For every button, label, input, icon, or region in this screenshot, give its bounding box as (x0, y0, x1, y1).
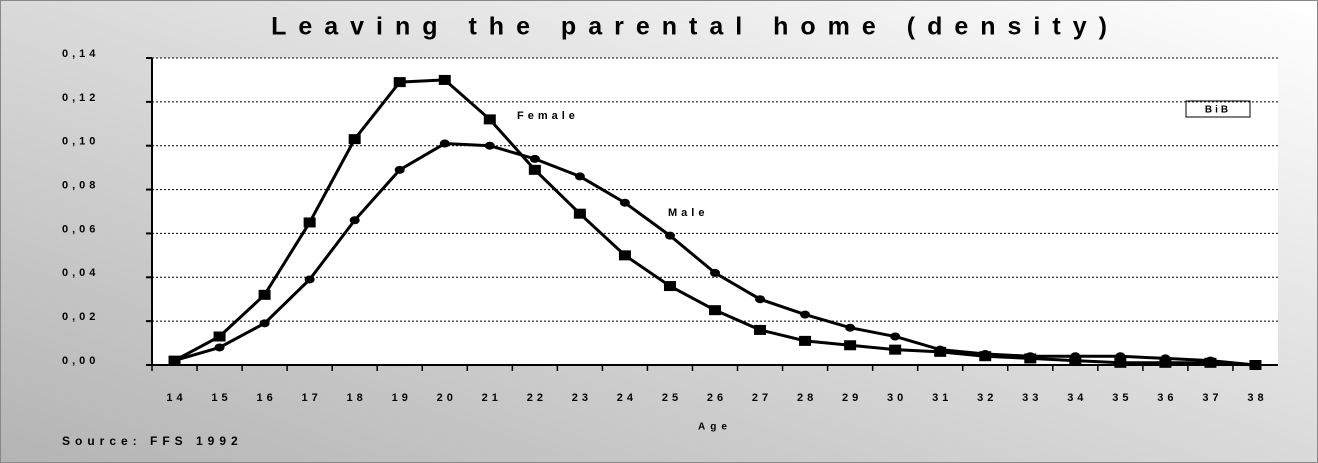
y-tick-label: 0,10 (62, 136, 99, 148)
x-tick-label: 27 (752, 392, 772, 404)
marker (710, 268, 720, 277)
x-tick-label: 34 (1067, 392, 1087, 404)
y-tick-label: 0,04 (62, 267, 99, 279)
x-tick-label: 19 (392, 392, 412, 404)
series-label: Male (668, 207, 708, 219)
series-label: Female (517, 110, 579, 122)
marker (348, 134, 361, 145)
marker (528, 164, 541, 175)
marker (1070, 352, 1081, 361)
x-tick-label: 35 (1112, 392, 1132, 404)
x-tick-label: 21 (482, 392, 502, 404)
plot-area (152, 58, 1278, 365)
marker (484, 141, 495, 150)
marker (213, 331, 226, 342)
marker (529, 154, 540, 163)
marker (303, 217, 316, 228)
y-tick-label: 0,12 (62, 92, 99, 104)
marker (394, 165, 405, 174)
x-tick-label: 29 (842, 392, 862, 404)
marker (1114, 357, 1127, 368)
x-tick-label: 22 (527, 392, 547, 404)
x-tick-label: 26 (707, 392, 727, 404)
source-note: Source: FFS 1992 (62, 434, 243, 448)
marker (304, 275, 315, 284)
y-tick-label: 0,00 (62, 355, 99, 367)
y-tick-label: 0,02 (62, 311, 99, 323)
marker (618, 250, 631, 261)
x-tick-label: 31 (932, 392, 952, 404)
marker (1250, 361, 1261, 369)
marker (573, 208, 586, 219)
marker (393, 77, 406, 88)
x-tick-label: 24 (617, 392, 637, 404)
bib-box (1185, 100, 1251, 118)
y-tick-label: 0,14 (62, 48, 99, 60)
x-tick-label: 17 (302, 392, 322, 404)
marker (935, 345, 946, 354)
x-tick-label: 23 (572, 392, 592, 404)
marker (1069, 355, 1082, 366)
marker (1160, 354, 1171, 363)
y-tick-label: 0,06 (62, 223, 99, 235)
x-tick-label: 38 (1247, 392, 1267, 404)
marker (483, 114, 496, 125)
x-tick-label: 18 (347, 392, 367, 404)
x-tick-label: 14 (166, 392, 186, 404)
marker (799, 335, 812, 346)
marker (1159, 357, 1172, 368)
x-tick-label: 15 (211, 392, 231, 404)
x-tick-label: 30 (887, 392, 907, 404)
marker (755, 295, 766, 304)
x-tick-label: 16 (256, 392, 276, 404)
x-tick-label: 25 (662, 392, 682, 404)
x-tick-label: 36 (1157, 392, 1177, 404)
marker (258, 289, 271, 300)
x-tick-label: 33 (1022, 392, 1042, 404)
marker (259, 319, 270, 328)
marker (709, 305, 721, 316)
marker (845, 323, 856, 332)
marker (214, 343, 225, 352)
x-tick-label: 20 (437, 392, 457, 404)
y-tick-label: 0,08 (62, 179, 99, 191)
marker (754, 324, 767, 335)
marker (349, 216, 360, 225)
marker (664, 231, 675, 240)
marker (890, 332, 901, 341)
marker (169, 356, 180, 365)
marker (1025, 352, 1036, 361)
marker (438, 74, 451, 85)
marker (663, 281, 676, 292)
marker (439, 139, 450, 148)
marker (800, 310, 811, 319)
marker (1205, 356, 1216, 365)
marker (1115, 352, 1126, 361)
marker (980, 350, 991, 359)
chart-title: Leaving the parental home (density) (271, 13, 1119, 41)
marker (574, 172, 585, 181)
marker (889, 344, 902, 355)
x-axis-label: Age (698, 422, 732, 433)
x-tick-label: 37 (1202, 392, 1222, 404)
marker (844, 340, 857, 351)
marker (619, 198, 630, 207)
x-tick-label: 28 (797, 392, 817, 404)
x-tick-label: 32 (977, 392, 997, 404)
bib-label: BiB (1205, 105, 1231, 116)
